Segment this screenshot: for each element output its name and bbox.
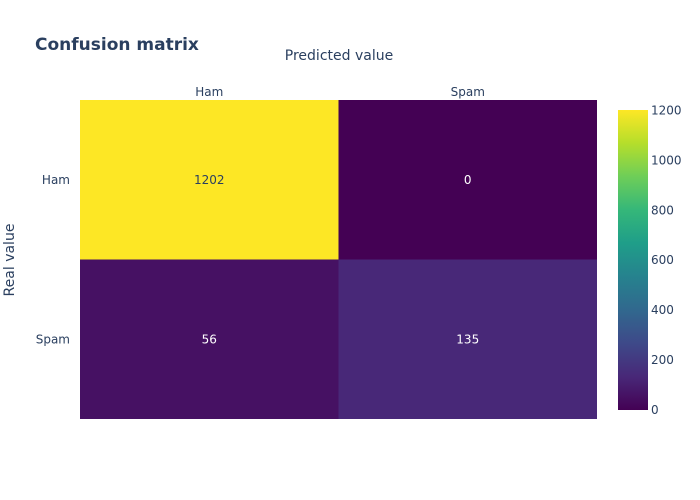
y-axis-title: Real value: [2, 224, 18, 297]
heatmap-cell: [338, 100, 597, 260]
x-tick-label: Spam: [451, 85, 485, 99]
cell-value-label: 1202: [194, 173, 225, 187]
colorbar: [618, 110, 648, 410]
x-tick-label: Ham: [195, 85, 223, 99]
y-tick-labels: Ham Spam: [36, 173, 70, 347]
heatmap-cells: 1202 0 56 135: [80, 100, 597, 419]
colorbar-tick-label: 1000: [651, 153, 682, 167]
heatmap-cell: [338, 259, 597, 419]
heatmap-cell: [80, 100, 339, 260]
colorbar-tick-label: 1200: [651, 103, 682, 117]
colorbar-tick-label: 200: [651, 353, 674, 367]
chart-title: Confusion matrix: [35, 35, 199, 55]
cell-value-label: 56: [202, 332, 217, 346]
cell-value-label: 0: [464, 173, 472, 187]
x-tick-labels: Ham Spam: [195, 85, 485, 99]
x-axis-title: Predicted value: [285, 48, 393, 64]
y-tick-label: Spam: [36, 332, 70, 346]
y-tick-label: Ham: [42, 173, 70, 187]
heatmap-cell: [80, 259, 339, 419]
colorbar-tick-labels: 0 200 400 600 800 1000 1200: [651, 103, 682, 417]
colorbar-tick-label: 800: [651, 203, 674, 217]
colorbar-tick-label: 0: [651, 403, 659, 417]
colorbar-tick-label: 400: [651, 303, 674, 317]
cell-value-label: 135: [456, 332, 479, 346]
colorbar-tick-label: 600: [651, 253, 674, 267]
